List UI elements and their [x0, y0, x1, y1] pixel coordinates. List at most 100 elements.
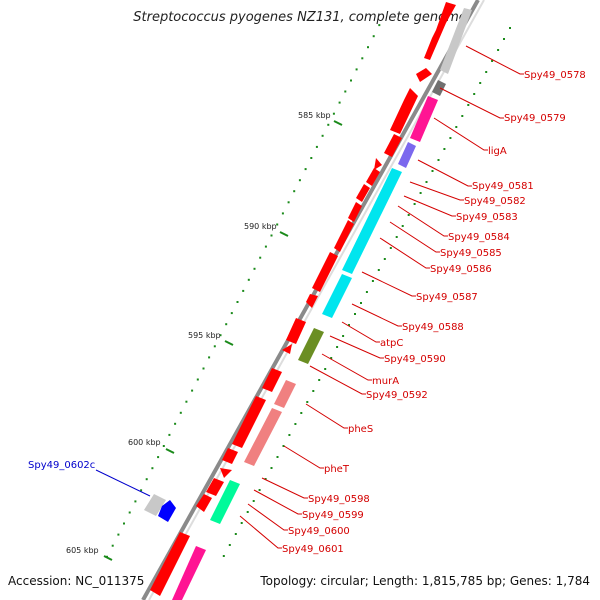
gene-label[interactable]: Spy49_0579 [504, 113, 566, 124]
guide-dot [310, 157, 313, 159]
gene-label[interactable]: Spy49_0586 [430, 264, 492, 275]
gene-arrow[interactable] [424, 2, 456, 60]
guide-dot [377, 269, 380, 271]
guide-dot [293, 190, 296, 193]
guide-dot [312, 390, 315, 392]
gene-label[interactable]: Spy49_0584 [448, 232, 510, 243]
gene-arrow[interactable] [206, 478, 224, 496]
gene-label[interactable]: Spy49_0590 [384, 354, 446, 365]
guide-dot [240, 522, 243, 524]
guide-dot [276, 456, 279, 458]
gene-label[interactable]: Spy49_0600 [288, 526, 350, 537]
gene-arrow[interactable] [282, 344, 292, 354]
guide-dot [437, 159, 440, 161]
gene-label[interactable]: Spy49_0583 [456, 212, 518, 223]
gene-arrow[interactable] [232, 396, 266, 448]
gene-bar-magenta[interactable] [172, 546, 206, 600]
gene-label[interactable]: Spy49_0578 [524, 70, 586, 81]
gene-arrow[interactable] [348, 202, 362, 222]
gene-bar-Spy49_0579[interactable] [432, 80, 446, 96]
gene-arrow[interactable] [286, 318, 306, 344]
guide-dot [236, 301, 239, 303]
outer-dotted-guide [222, 27, 511, 557]
guide-dot [253, 267, 256, 270]
gene-bar-pheT[interactable] [244, 408, 282, 466]
guide-dot [242, 289, 245, 292]
guide-dot [324, 368, 327, 370]
gene-arrow[interactable] [366, 168, 380, 186]
gene-labels: Spy49_0578 Spy49_0579 ligA Spy49_0581 Sp… [282, 70, 586, 555]
gene-label-Spy49_0602c[interactable]: Spy49_0602c [28, 460, 95, 471]
kbp-tick-590: 590 kbp [244, 222, 289, 237]
gene-arrow[interactable] [356, 184, 370, 202]
gene-arrow[interactable] [196, 494, 212, 512]
gene-label[interactable]: atpC [380, 338, 403, 349]
gene-arrow-Spy49_0602c[interactable] [158, 500, 176, 522]
gene-label[interactable]: Spy49_0587 [416, 292, 478, 303]
gene-label[interactable]: pheS [348, 424, 373, 435]
cog-bars [172, 8, 472, 600]
guide-dot [401, 225, 404, 227]
gene-arrow[interactable] [334, 220, 354, 252]
gene-bar-Spy49_0600[interactable] [210, 480, 240, 524]
gene-bar-ligA[interactable] [410, 96, 438, 142]
guide-dot [230, 312, 233, 315]
guide-dot [431, 170, 434, 172]
svg-text:600 kbp: 600 kbp [128, 438, 161, 447]
gene-bar-grey-inner[interactable] [144, 494, 166, 516]
gene-bar-pheS[interactable] [274, 380, 296, 408]
gene-label[interactable]: pheT [324, 464, 350, 475]
gene-bar-cyan[interactable] [342, 168, 402, 274]
guide-dot [294, 423, 297, 425]
guide-dot [196, 378, 199, 381]
gene-label[interactable]: murA [372, 376, 399, 387]
guide-dot [360, 302, 362, 304]
guide-dot [264, 478, 267, 480]
guide-dot [234, 533, 237, 535]
reverse-strand-genes [144, 494, 176, 522]
gene-label[interactable]: Spy49_0582 [464, 196, 526, 207]
gene-arrow[interactable] [384, 134, 402, 157]
gene-arrow[interactable] [306, 294, 318, 308]
guide-dot [473, 93, 476, 95]
guide-dot [225, 323, 228, 326]
gene-label[interactable]: Spy49_0599 [302, 510, 364, 521]
gene-arrow[interactable] [222, 448, 238, 464]
svg-text:605 kbp: 605 kbp [66, 546, 99, 555]
gene-arrow[interactable] [416, 68, 432, 82]
guide-dot [330, 357, 333, 359]
gene-label[interactable]: Spy49_0601 [282, 544, 344, 555]
guide-dot [355, 68, 358, 71]
gene-arrow[interactable] [150, 532, 190, 596]
gene-bar-Spy49_0590[interactable] [298, 328, 324, 364]
gene-arrow[interactable] [374, 158, 382, 170]
gene-label[interactable]: Spy49_0585 [440, 248, 502, 259]
gene-arrow[interactable] [262, 368, 282, 392]
gene-label[interactable]: Spy49_0588 [402, 322, 464, 333]
guide-dot [344, 90, 347, 93]
guide-dot [449, 137, 452, 139]
guide-dot [208, 356, 211, 359]
gene-label[interactable]: Spy49_0598 [308, 494, 370, 505]
guide-dot [467, 104, 470, 106]
guide-dot [332, 112, 335, 115]
inner-dotted-guide [106, 24, 381, 558]
guide-dot [258, 489, 261, 491]
gene-arrow[interactable] [312, 252, 338, 292]
kbp-tick-605: 605 kbp [66, 546, 113, 561]
gene-bar-Spy49_0581[interactable] [398, 142, 416, 168]
gene-label[interactable]: Spy49_0592 [366, 390, 428, 401]
guide-dot [497, 49, 500, 51]
guide-dot [503, 38, 505, 40]
gene-label[interactable]: ligA [488, 146, 507, 157]
map-title: Streptococcus pyogenes NZ131, complete g… [133, 10, 467, 25]
guide-dot [202, 367, 205, 370]
gene-bar-Spy49_0587[interactable] [322, 274, 352, 318]
gene-arrow[interactable] [390, 88, 418, 134]
guide-dot [247, 278, 250, 281]
guide-dot [338, 101, 341, 104]
gene-arrow[interactable] [220, 468, 232, 478]
gene-label[interactable]: Spy49_0581 [472, 181, 534, 192]
gene-bar-Spy49_0578[interactable] [440, 8, 472, 74]
